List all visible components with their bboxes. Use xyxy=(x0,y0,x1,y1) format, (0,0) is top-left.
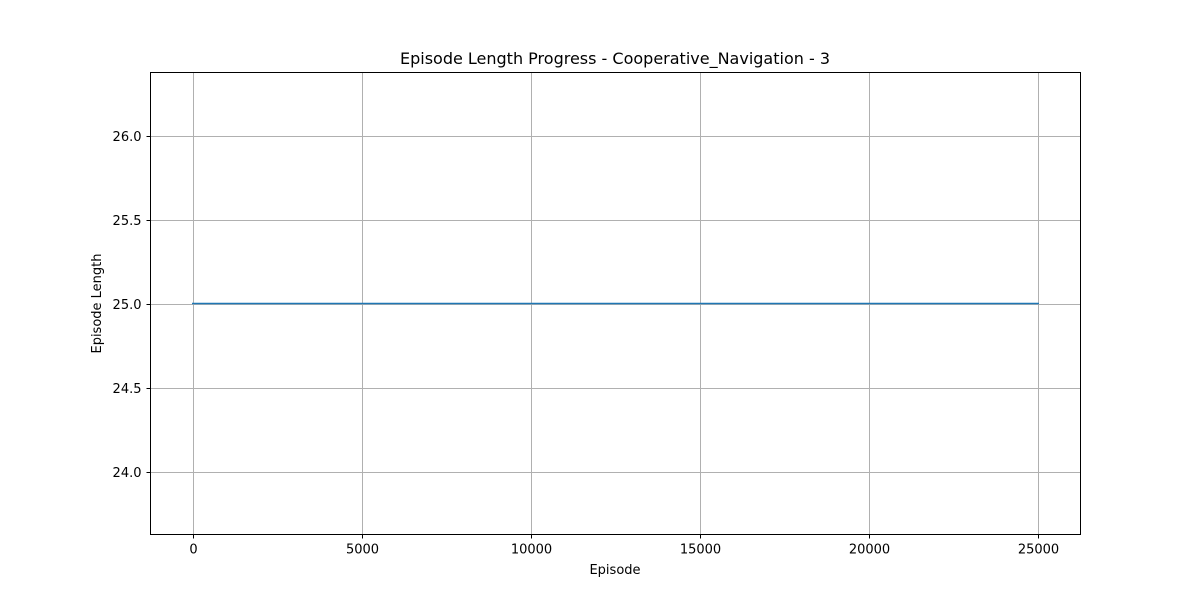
y-tick-label: 24.5 xyxy=(113,382,142,397)
plot-frame xyxy=(150,72,1081,535)
x-tick-label: 5000 xyxy=(346,543,379,558)
y-tick-label: 25.5 xyxy=(113,214,142,229)
y-axis: 24.0 24.5 25.0 25.5 26.0 xyxy=(113,130,151,481)
x-axis-label: Episode xyxy=(589,563,640,578)
y-tick-label: 24.0 xyxy=(113,466,142,481)
x-tick-label: 20000 xyxy=(849,543,890,558)
x-tick-label: 15000 xyxy=(680,543,721,558)
x-tick-label: 10000 xyxy=(511,543,552,558)
x-tick-label: 25000 xyxy=(1018,543,1059,558)
chart-title: Episode Length Progress - Cooperative_Na… xyxy=(400,49,830,69)
y-axis-label: Episode Length xyxy=(90,253,105,353)
x-tick-label: 0 xyxy=(189,543,197,558)
y-tick-label: 25.0 xyxy=(113,298,142,313)
y-tick-label: 26.0 xyxy=(113,130,142,145)
x-axis: 0 5000 10000 15000 20000 25000 xyxy=(189,534,1059,558)
